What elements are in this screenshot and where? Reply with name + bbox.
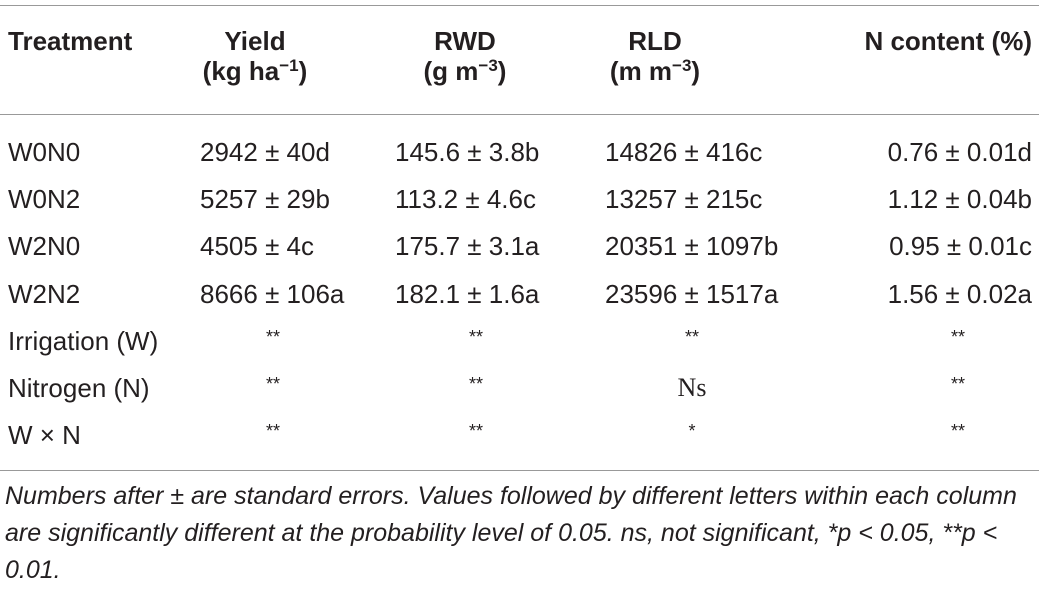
data-cell: 1.56 ± 0.02a (887, 278, 1032, 309)
header-rule (0, 114, 1039, 115)
data-cell: 5257 ± 29b (200, 184, 330, 215)
row-label: Irrigation (W) (8, 325, 159, 356)
header-cell: Treatment (8, 26, 132, 56)
data-cell: 145.6 ± 3.8b (395, 137, 540, 167)
top-rule (0, 5, 1039, 6)
unit-exponent: −1 (279, 56, 299, 75)
unit-close: ) (497, 56, 507, 86)
row-label: W2N0 (8, 231, 81, 262)
data-cell: 182.1 ± 1.6a (395, 278, 540, 309)
header-cell: RLD (m m−3) (610, 26, 700, 86)
footnote: Numbers after ± are standard errors. Val… (5, 482, 1017, 584)
data-cell: ** (950, 326, 966, 347)
header-name: RWD (434, 26, 496, 56)
data-cell: Ns (677, 373, 707, 402)
header-name: RLD (628, 26, 682, 56)
data-cell: ** (468, 421, 484, 442)
data-cell: ** (265, 326, 281, 347)
data-cell: 0.76 ± 0.01d (887, 137, 1032, 167)
data-cell: 175.7 ± 3.1a (395, 231, 540, 262)
unit-text: (kg ha (202, 56, 280, 86)
unit-close: ) (298, 56, 308, 86)
header-cell: RWD (g m−3) (424, 26, 507, 86)
unit-text: (g m (423, 56, 479, 86)
unit-text: (m m (609, 56, 673, 86)
data-cell: 4505 ± 4c (200, 231, 315, 262)
data-cell: 20351 ± 1097b (605, 231, 779, 262)
header-unit: (m m−3) (610, 56, 700, 86)
unit-exponent: −3 (672, 56, 692, 75)
bottom-rule (0, 470, 1039, 471)
unit-close: ) (691, 56, 701, 86)
data-cell: ** (950, 421, 966, 442)
header-name: Treatment (8, 26, 133, 56)
row-label: W × N (8, 420, 81, 451)
row-label: Nitrogen (N) (8, 373, 150, 403)
data-cell: ** (684, 326, 700, 347)
header-cell: Yield (kg ha−1) (203, 26, 308, 86)
header-cell: N content (%) (864, 26, 1032, 56)
data-cell: ** (468, 326, 484, 347)
header-unit: (kg ha−1) (203, 56, 308, 86)
data-cell: 14826 ± 416c (605, 137, 763, 167)
data-cell: ** (468, 374, 484, 394)
data-cell: ** (265, 421, 281, 442)
row-label: W2N2 (8, 278, 81, 309)
header-name: N content (%) (864, 26, 1032, 56)
row-label: W0N2 (8, 184, 81, 215)
row-label: W0N0 (8, 137, 81, 167)
unit-exponent: −3 (478, 56, 498, 75)
header-unit: (g m−3) (424, 56, 507, 86)
data-cell: ** (265, 374, 281, 394)
data-cell: 23596 ± 1517a (605, 278, 779, 309)
data-cell: 2942 ± 40d (200, 137, 330, 167)
header-name: Yield (224, 26, 286, 56)
data-cell: 8666 ± 106a (200, 278, 345, 309)
data-cell: 0.95 ± 0.01c (889, 231, 1032, 262)
data-cell: ** (950, 374, 966, 394)
data-cell: 1.12 ± 0.04b (887, 184, 1032, 215)
data-cell: 13257 ± 215c (605, 184, 763, 215)
data-cell: * (688, 421, 696, 442)
data-cell: 113.2 ± 4.6c (395, 184, 536, 215)
